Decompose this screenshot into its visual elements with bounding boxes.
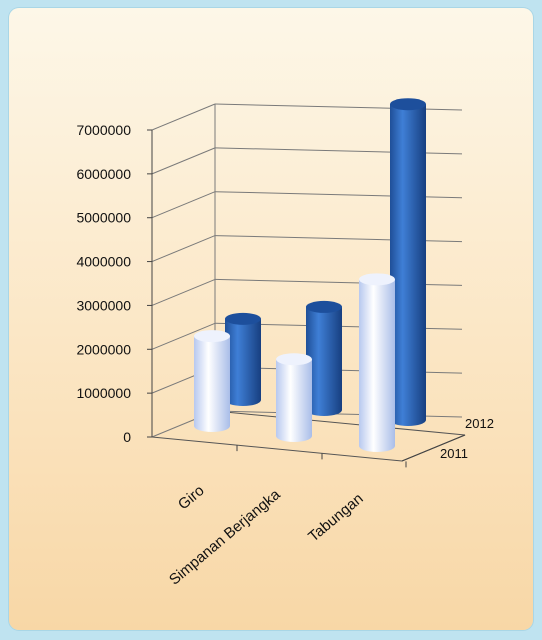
bar-2011-0-top <box>194 330 230 343</box>
bar-2011-2-top <box>359 273 395 286</box>
bar-2012-0-top <box>225 312 261 325</box>
y-tick-label: 7000000 <box>76 122 131 138</box>
category-label: Giro <box>175 482 208 513</box>
y-tick-label: 0 <box>123 429 131 445</box>
gridline-side <box>151 191 216 219</box>
chart-panel <box>9 8 533 630</box>
y-tick-label: 1000000 <box>76 385 131 401</box>
gridline-side <box>151 322 216 350</box>
y-tick-label: 2000000 <box>76 341 131 357</box>
gridline-side <box>151 235 216 263</box>
bar-2011-2 <box>359 279 395 452</box>
y-tick-label: 5000000 <box>76 210 131 226</box>
gridline-side <box>151 278 216 306</box>
y-tick-label: 6000000 <box>76 166 131 182</box>
series-label-2011: 2011 <box>440 446 468 461</box>
bar-2012-2-top <box>390 98 426 111</box>
bar-2012-1 <box>306 306 342 416</box>
gridline-side <box>151 103 216 131</box>
bar-2012-1-top <box>306 300 342 313</box>
y-tick-label: 3000000 <box>76 297 131 313</box>
y-tick-label: 4000000 <box>76 254 131 270</box>
category-label: Tabungan <box>305 490 366 545</box>
bar-2011-0 <box>194 336 230 432</box>
bar-2011-1-top <box>276 353 312 366</box>
bar-2012-0 <box>225 318 261 406</box>
bar-2011-1 <box>276 359 312 442</box>
depth-axis-line <box>401 434 466 462</box>
series-label-2012: 2012 <box>465 416 494 431</box>
gridline-side <box>151 147 216 175</box>
bar-2012-2 <box>390 104 426 426</box>
